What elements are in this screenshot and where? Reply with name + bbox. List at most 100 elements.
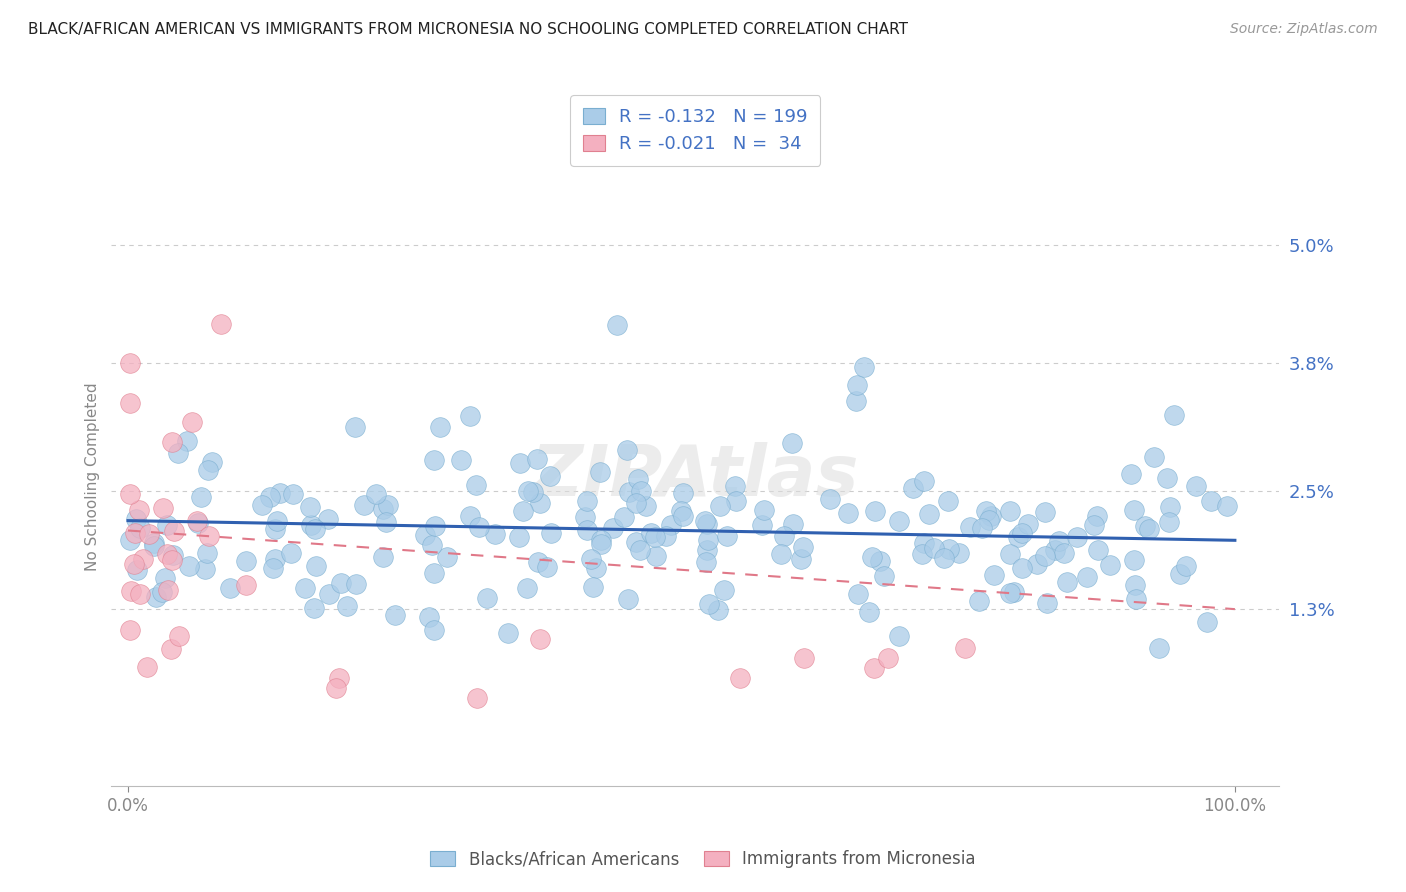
Point [143, 539, 166, 553]
Point [869, 553, 891, 567]
Point [1185, 478, 1208, 492]
Point [998, 586, 1021, 600]
Point [613, 510, 636, 524]
Point [496, 625, 519, 640]
Point [529, 496, 551, 510]
Point [128, 503, 150, 517]
Point [574, 509, 596, 524]
Point [1147, 640, 1170, 655]
Point [259, 490, 281, 504]
Point [156, 547, 179, 561]
Point [1011, 560, 1033, 574]
Point [384, 607, 406, 622]
Point [465, 690, 488, 705]
Point [328, 671, 350, 685]
Point [186, 515, 208, 529]
Point [162, 434, 184, 449]
Point [697, 597, 720, 611]
Point [576, 494, 599, 508]
Point [169, 629, 191, 643]
Point [1143, 450, 1166, 464]
Point [616, 443, 638, 458]
Point [475, 591, 498, 606]
Point [858, 606, 880, 620]
Point [624, 535, 647, 549]
Point [1033, 505, 1056, 519]
Point [1011, 526, 1033, 541]
Point [118, 533, 141, 547]
Point [576, 523, 599, 537]
Point [693, 514, 716, 528]
Point [195, 546, 218, 560]
Point [423, 566, 446, 581]
Point [606, 318, 628, 332]
Point [353, 498, 375, 512]
Point [269, 485, 291, 500]
Point [770, 548, 793, 562]
Text: BLACK/AFRICAN AMERICAN VS IMMIGRANTS FROM MICRONESIA NO SCHOOLING COMPLETED CORR: BLACK/AFRICAN AMERICAN VS IMMIGRANTS FRO… [28, 22, 908, 37]
Point [1087, 543, 1109, 558]
Point [132, 551, 155, 566]
Point [863, 661, 886, 675]
Point [1125, 592, 1147, 607]
Point [1174, 559, 1197, 574]
Point [180, 415, 202, 429]
Point [526, 452, 548, 467]
Point [589, 537, 612, 551]
Point [751, 517, 773, 532]
Point [1066, 530, 1088, 544]
Point [235, 554, 257, 568]
Point [125, 511, 148, 525]
Point [304, 522, 326, 536]
Point [953, 641, 976, 656]
Point [166, 445, 188, 459]
Point [150, 584, 173, 599]
Text: ZIPAtlas: ZIPAtlas [531, 442, 859, 511]
Point [422, 453, 444, 467]
Point [889, 629, 911, 643]
Point [671, 504, 693, 518]
Point [330, 576, 353, 591]
Point [1215, 499, 1237, 513]
Point [1099, 558, 1122, 573]
Point [509, 456, 531, 470]
Point [538, 469, 561, 483]
Point [887, 514, 910, 528]
Point [1002, 584, 1025, 599]
Point [936, 494, 959, 508]
Point [250, 499, 273, 513]
Point [264, 551, 287, 566]
Point [697, 533, 720, 547]
Point [283, 487, 305, 501]
Point [122, 557, 145, 571]
Point [325, 681, 347, 695]
Point [1123, 578, 1146, 592]
Point [152, 501, 174, 516]
Point [484, 526, 506, 541]
Point [262, 561, 284, 575]
Point [938, 541, 960, 556]
Point [318, 587, 340, 601]
Point [863, 503, 886, 517]
Point [818, 491, 841, 506]
Point [709, 499, 731, 513]
Point [371, 549, 394, 564]
Legend: Blacks/African Americans, Immigrants from Micronesia: Blacks/African Americans, Immigrants fro… [423, 844, 983, 875]
Point [754, 502, 776, 516]
Point [508, 530, 530, 544]
Point [423, 518, 446, 533]
Point [1121, 467, 1143, 481]
Point [120, 487, 142, 501]
Point [120, 623, 142, 637]
Point [695, 555, 717, 569]
Point [429, 420, 451, 434]
Point [630, 543, 652, 558]
Point [413, 528, 436, 542]
Point [145, 590, 167, 604]
Point [280, 546, 302, 560]
Point [294, 581, 316, 595]
Point [517, 483, 540, 498]
Point [582, 580, 605, 594]
Point [468, 519, 491, 533]
Point [1123, 503, 1146, 517]
